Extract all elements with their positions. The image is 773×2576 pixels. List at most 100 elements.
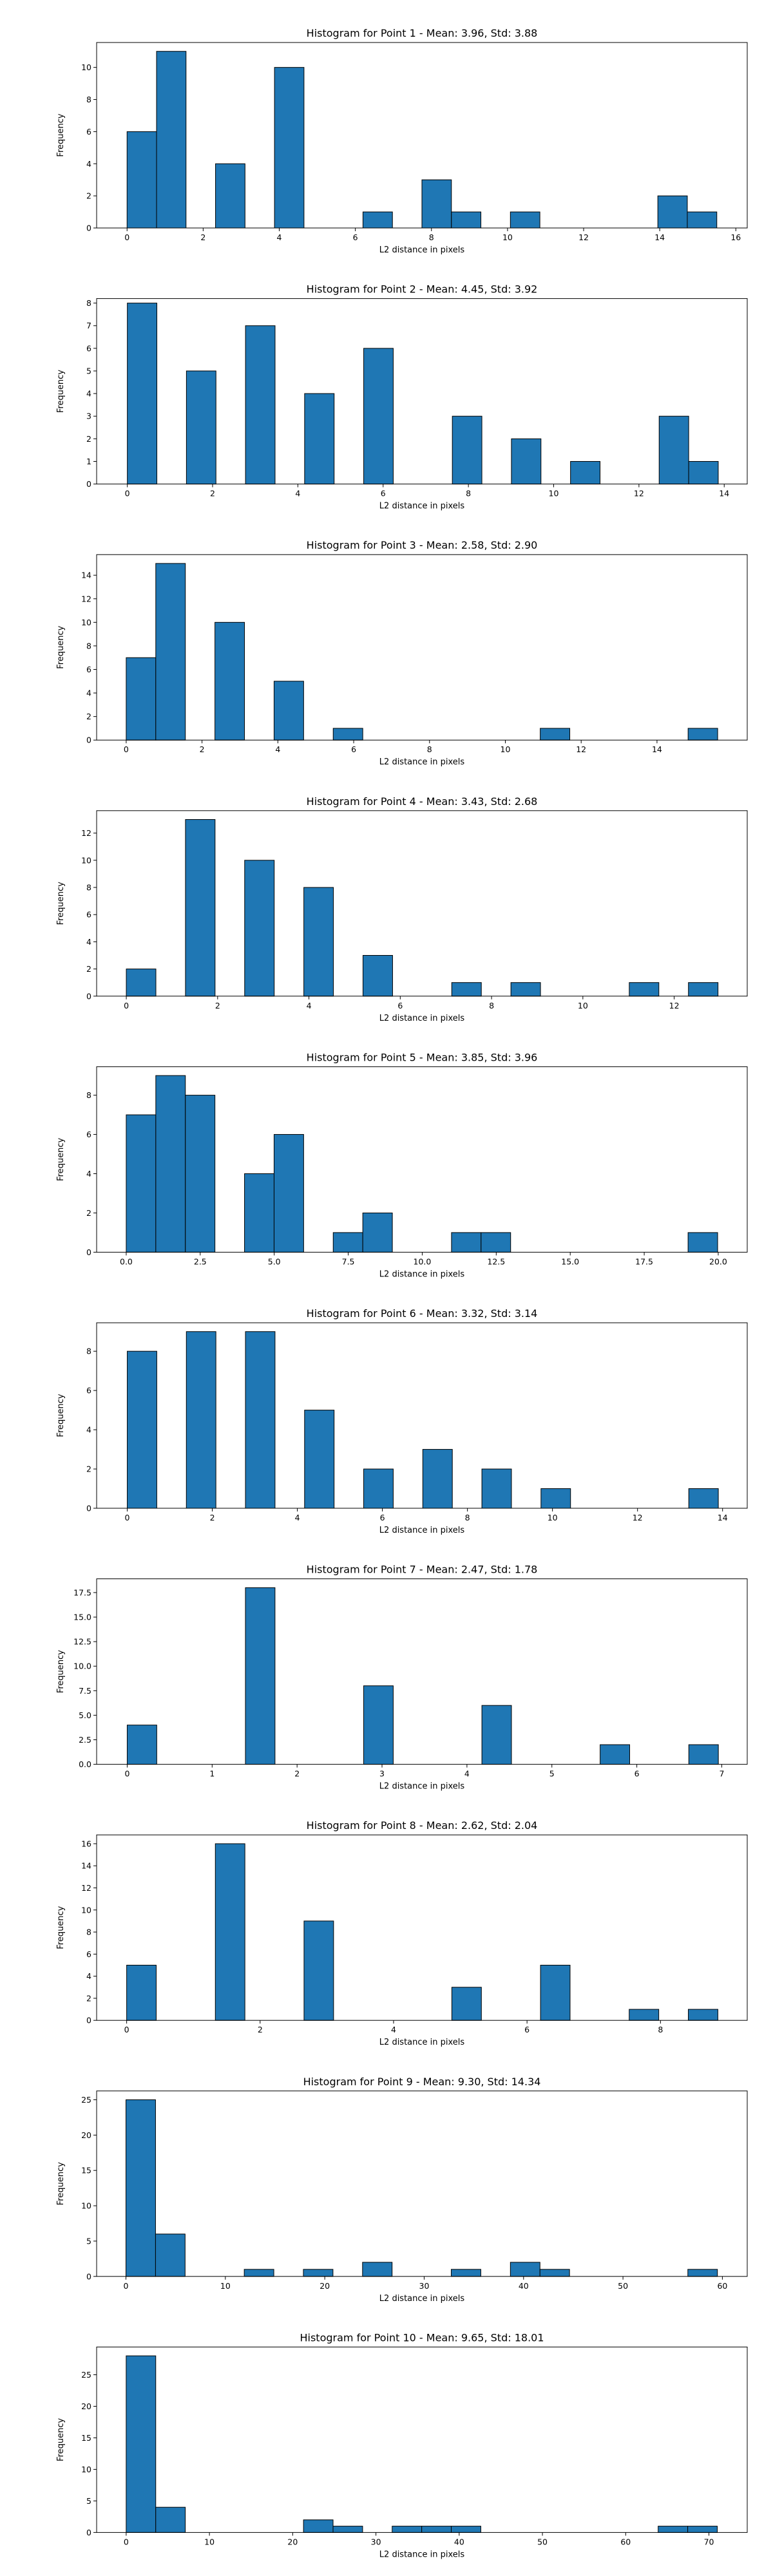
histogram-bar	[363, 1685, 394, 1765]
x-tick-label: 4	[464, 1769, 470, 1779]
histogram-bar	[600, 1744, 631, 1765]
histogram-bar	[481, 1468, 512, 1509]
x-tick-label: 6	[397, 1001, 403, 1010]
x-tick-label: 0	[124, 1001, 129, 1010]
x-tick-label: 10	[548, 1513, 558, 1522]
chart-title: Histogram for Point 6 - Mean: 3.32, Std:…	[307, 1307, 538, 1320]
histogram-bar	[363, 1468, 394, 1509]
x-tick-label: 30	[371, 2537, 381, 2546]
histogram-bar	[481, 1232, 511, 1253]
chart-7: Histogram for Point 7 - Mean: 2.47, Std:…	[56, 1564, 748, 1792]
x-tick-label: 0	[124, 2025, 129, 2034]
x-tick-label: 0	[124, 2537, 129, 2546]
histogram-bar	[539, 2269, 570, 2277]
axes-frame	[96, 554, 748, 741]
chart-title: Histogram for Point 9 - Mean: 9.30, Std:…	[303, 2076, 541, 2088]
bars	[126, 2099, 718, 2277]
histogram-bar	[540, 728, 571, 741]
x-tick-label: 2	[210, 1513, 215, 1522]
y-tick-label: 15	[81, 2433, 91, 2443]
x-tick-label: 2	[258, 2025, 263, 2034]
y-tick-label: 7	[86, 321, 91, 330]
y-tick-label: 10.0	[73, 1662, 91, 1671]
y-tick-label: 2	[86, 712, 91, 721]
histogram-bar	[688, 460, 719, 485]
x-tick-label: 6	[353, 232, 358, 242]
axes-frame	[96, 298, 748, 485]
histogram-bar	[332, 728, 363, 741]
x-tick-label: 0.0	[120, 1256, 133, 1266]
bars	[126, 51, 718, 229]
y-tick-label: 20	[81, 2130, 91, 2140]
y-tick-label: 8	[86, 1090, 91, 1100]
y-tick-label: 0	[86, 479, 91, 489]
chart-title: Histogram for Point 8 - Mean: 2.62, Std:…	[307, 1819, 538, 1832]
x-tick-label: 12	[576, 744, 586, 754]
y-tick-label: 10	[81, 1905, 91, 1915]
x-tick-label: 40	[454, 2537, 464, 2546]
chart-5: Histogram for Point 5 - Mean: 3.85, Std:…	[56, 1051, 748, 1279]
histogram-bar	[126, 657, 157, 741]
histogram-bar	[451, 211, 482, 229]
bars	[127, 303, 719, 485]
chart-title: Histogram for Point 1 - Mean: 3.96, Std:…	[307, 27, 538, 39]
histogram-bar	[126, 2355, 157, 2533]
y-tick-label: 8	[86, 298, 91, 308]
x-axis-label: L2 distance in pixels	[379, 757, 465, 767]
x-tick-label: 2	[215, 1001, 220, 1010]
x-tick-label: 1	[209, 1769, 215, 1779]
x-axis-label: L2 distance in pixels	[379, 1526, 465, 1535]
y-tick-label: 8	[86, 883, 91, 893]
y-tick-label: 2	[86, 1464, 91, 1474]
y-tick-label: 25	[81, 2095, 91, 2105]
histogram-bar	[127, 1350, 157, 1509]
x-tick-label: 0	[124, 232, 129, 242]
x-tick-label: 6	[381, 489, 386, 498]
histogram-bar	[126, 1114, 157, 1253]
histogram-bar	[245, 1587, 276, 1765]
y-tick-label: 25	[81, 2370, 91, 2380]
y-tick-label: 7.5	[79, 1686, 91, 1696]
y-tick-label: 17.5	[73, 1587, 91, 1597]
histogram-bar	[688, 1744, 719, 1765]
y-axis-label: Frequency	[56, 2162, 66, 2205]
histogram-bar	[687, 2526, 718, 2533]
bars	[126, 563, 718, 741]
histogram-bar	[185, 1095, 216, 1253]
x-tick-label: 6	[351, 744, 356, 754]
x-axis-label: L2 distance in pixels	[379, 2038, 465, 2047]
x-tick-label: 14	[652, 744, 662, 754]
histogram-bar	[451, 982, 482, 997]
histogram-bar	[452, 415, 482, 485]
histogram-bar	[362, 2262, 393, 2277]
histogram-bar	[658, 2526, 689, 2533]
y-tick-label: 5	[86, 366, 91, 375]
histogram-bar	[126, 1964, 157, 2021]
y-tick-label: 12	[81, 594, 91, 603]
y-tick-label: 14	[81, 571, 91, 580]
x-tick-label: 8	[658, 2025, 663, 2034]
bars	[126, 1843, 718, 2021]
y-axis-label: Frequency	[56, 1138, 66, 1181]
bars	[126, 1075, 718, 1253]
x-tick-label: 50	[618, 2281, 628, 2291]
y-tick-label: 4	[86, 1169, 91, 1179]
x-tick-label: 0	[124, 744, 129, 754]
y-tick-label: 16	[81, 1839, 91, 1848]
x-tick-label: 2	[210, 489, 215, 498]
histogram-bar	[332, 1232, 363, 1253]
x-tick-label: 6	[635, 1769, 640, 1779]
chart-3: Histogram for Point 3 - Mean: 2.58, Std:…	[56, 539, 748, 767]
y-tick-label: 0	[86, 991, 91, 1001]
y-tick-label: 10	[81, 2465, 91, 2474]
x-axis-label: L2 distance in pixels	[379, 2550, 465, 2559]
y-tick-label: 6	[86, 1949, 91, 1959]
y-tick-label: 0	[86, 1247, 91, 1257]
histogram-bar	[273, 1134, 304, 1253]
y-tick-label: 0	[86, 2271, 91, 2281]
y-tick-label: 6	[86, 910, 91, 920]
histogram-bar	[540, 1964, 571, 2021]
histogram-bar	[215, 1843, 245, 2021]
axes-frame	[96, 1322, 748, 1509]
histogram-bar	[451, 2526, 481, 2533]
